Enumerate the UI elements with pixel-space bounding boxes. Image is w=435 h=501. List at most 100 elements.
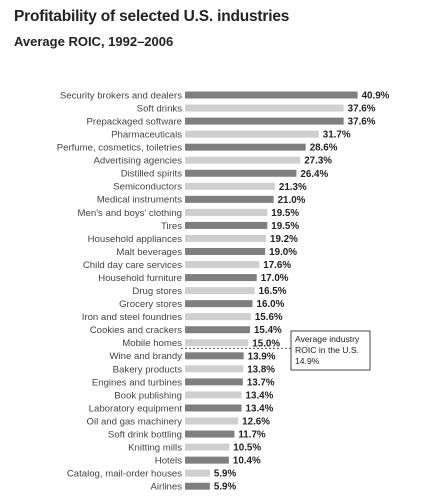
category-label: Oil and gas machinery: [87, 416, 183, 427]
bar: [185, 469, 210, 477]
value-label: 19.5%: [271, 208, 299, 219]
category-label: Cookies and crackers: [90, 325, 182, 336]
bar: [185, 326, 250, 334]
category-label: Medical instruments: [97, 195, 183, 206]
bar: [185, 91, 358, 99]
category-label: Book publishing: [114, 390, 182, 401]
value-label: 31.7%: [323, 130, 351, 141]
value-label: 12.6%: [242, 417, 270, 428]
bar: [185, 352, 244, 360]
category-label: Soft drink bottling: [108, 429, 182, 440]
category-label: Grocery stores: [119, 299, 182, 310]
category-label: Mobile homes: [122, 338, 182, 349]
chart-title: Profitability of selected U.S. industrie…: [14, 8, 290, 25]
category-label: Tires: [161, 221, 182, 232]
category-label: Iron and steel foundries: [82, 312, 182, 323]
value-label: 13.4%: [246, 390, 274, 401]
bar: [185, 221, 268, 229]
bar: [185, 482, 210, 490]
bar: [185, 443, 230, 451]
value-label: 13.7%: [247, 377, 275, 388]
category-label: Engines and turbines: [92, 377, 182, 388]
value-label: 15.6%: [255, 312, 283, 323]
bar: [185, 248, 266, 255]
category-label: Men's and boys' clothing: [78, 208, 182, 219]
bar: [185, 391, 242, 399]
bar: [185, 274, 257, 282]
value-label: 37.6%: [348, 117, 376, 128]
annotation-text: ROIC in the U.S.: [295, 345, 359, 355]
category-label: Airlines: [151, 482, 183, 493]
bar: [185, 430, 235, 438]
category-label: Child day care services: [83, 260, 182, 271]
annotation-text: Average industry: [295, 334, 360, 344]
bar: [185, 195, 274, 203]
value-label: 5.9%: [214, 482, 237, 493]
category-label: Household furniture: [98, 273, 182, 284]
category-label: Wine and brandy: [109, 351, 182, 362]
bar: [185, 104, 344, 112]
bar: [185, 417, 239, 425]
value-label: 19.5%: [271, 221, 299, 232]
value-label: 28.6%: [310, 143, 338, 154]
category-label: Perfume, cosmetics, toiletries: [57, 143, 182, 154]
value-label: 17.0%: [261, 273, 289, 284]
bar: [185, 130, 319, 138]
value-label: 11.7%: [238, 430, 266, 441]
bar: [185, 339, 249, 347]
category-label: Drug stores: [132, 286, 182, 297]
bar: [185, 156, 301, 164]
bar: [185, 378, 243, 386]
bar: [185, 182, 275, 190]
value-label: 21.3%: [279, 182, 307, 193]
value-label: 17.6%: [263, 260, 291, 271]
bar: [185, 143, 306, 151]
category-label: Hotels: [155, 456, 182, 467]
value-label: 5.9%: [214, 469, 237, 480]
bar: [185, 261, 260, 269]
annotation-text: 14.9%: [295, 356, 320, 366]
value-label: 19.0%: [269, 247, 297, 258]
category-label: Laboratory equipment: [89, 403, 183, 414]
value-label: 13.8%: [247, 364, 275, 375]
category-label: Knitting mills: [128, 443, 182, 454]
bar: [185, 456, 229, 464]
category-label: Distilled spirits: [121, 169, 183, 180]
category-label: Semiconductors: [113, 182, 182, 193]
value-label: 10.5%: [233, 443, 261, 454]
category-label: Soft drinks: [137, 103, 183, 114]
category-label: Malt beverages: [116, 247, 182, 258]
value-label: 40.9%: [362, 91, 390, 102]
category-label: Bakery products: [113, 364, 183, 375]
category-label: Household appliances: [88, 234, 183, 245]
value-label: 16.0%: [257, 299, 285, 310]
value-label: 15.4%: [254, 325, 282, 336]
bar: [185, 234, 267, 242]
category-label: Advertising agencies: [93, 156, 182, 167]
value-label: 21.0%: [278, 195, 306, 206]
bar: [185, 117, 344, 125]
value-label: 37.6%: [348, 104, 376, 115]
bar: [185, 208, 268, 216]
bar: [185, 404, 242, 412]
bar: [185, 365, 244, 373]
value-label: 13.9%: [248, 351, 276, 362]
value-label: 19.2%: [270, 234, 298, 245]
bar: [185, 300, 253, 308]
bar: [185, 169, 297, 177]
value-label: 27.3%: [304, 156, 332, 167]
annotation-box: [290, 330, 371, 371]
chart-subtitle: Average ROIC, 1992–2006: [14, 34, 174, 49]
category-label: Security brokers and dealers: [60, 90, 182, 101]
category-label: Pharmaceuticals: [111, 130, 182, 141]
value-label: 15.0%: [252, 338, 280, 349]
category-label: Catalog, mail-order houses: [67, 469, 182, 480]
category-label: Prepackaged software: [87, 117, 182, 128]
value-label: 10.4%: [233, 456, 261, 467]
bar: [185, 287, 255, 295]
bar: [185, 313, 251, 321]
value-label: 26.4%: [300, 169, 328, 180]
value-label: 16.5%: [259, 286, 287, 297]
value-label: 13.4%: [246, 403, 274, 414]
